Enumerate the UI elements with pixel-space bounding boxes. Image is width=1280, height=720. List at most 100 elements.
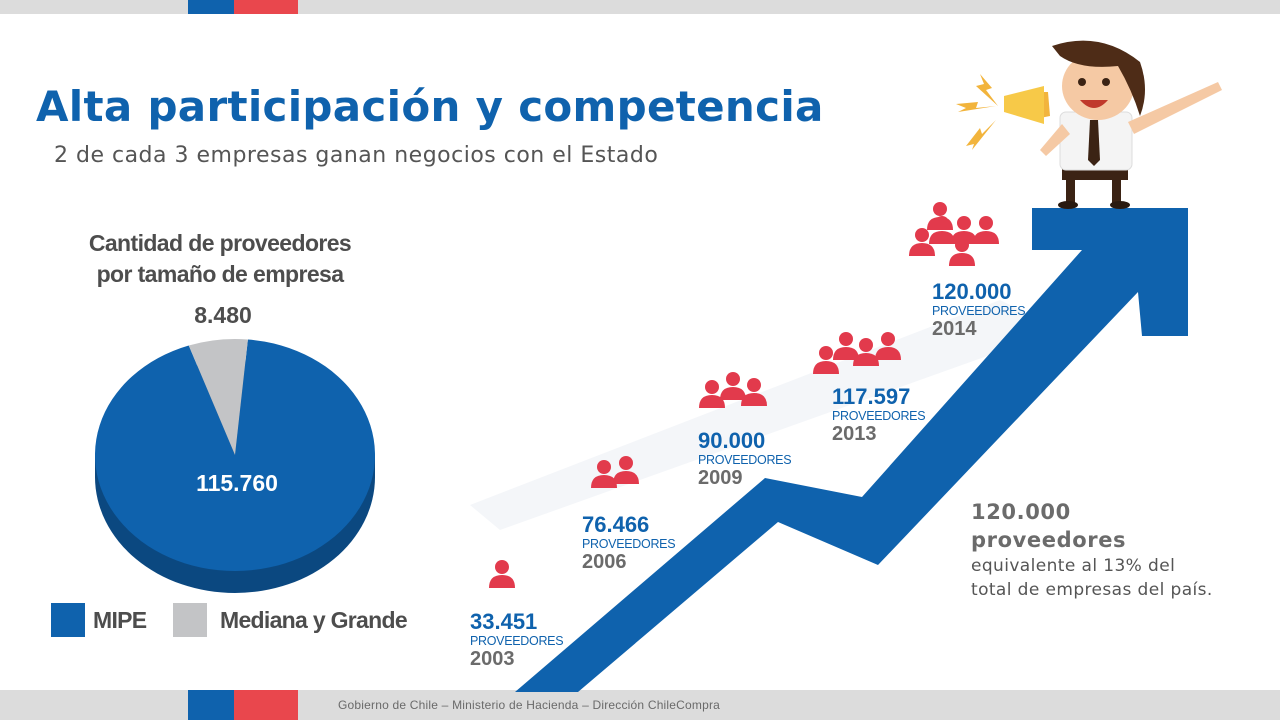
people-icon-2006-2 [613, 456, 639, 484]
value-label-2003: 33.451 [470, 609, 537, 634]
man-arm-holding [1040, 124, 1070, 156]
side-note: 120.000 proveedores equivalente al 13% d… [971, 498, 1221, 602]
person-body [741, 393, 767, 406]
flag-stripe-red-bottom [234, 690, 298, 720]
pie-chart-title: Cantidad de proveedores por tamaño de em… [40, 228, 400, 290]
lightning-icon-1 [976, 74, 998, 106]
legend-label-mediana-grande: Mediana y Grande [220, 607, 408, 633]
people-icon-2013-2 [833, 332, 859, 360]
pie-chart-title-line-2: por tamaño de empresa [96, 261, 344, 287]
year-label-2006: 2006 [582, 551, 627, 573]
people-icon-2014-6 [927, 202, 953, 230]
person-body [699, 395, 725, 408]
year-label-2003: 2003 [470, 648, 515, 670]
person-head [839, 332, 853, 346]
man-shoe-left [1058, 201, 1078, 209]
person-body [489, 575, 515, 588]
pie-legend: MIPE Mediana y Grande [51, 603, 451, 637]
person-body [591, 475, 617, 488]
man-leg-right [1112, 168, 1121, 206]
unit-label-2003: PROVEEDORES [470, 634, 563, 648]
person-head [859, 338, 873, 352]
people-icon-2009-2 [720, 372, 746, 400]
pie-label-mediana-grande: 8.480 [194, 302, 252, 328]
megaphone-icon [1004, 86, 1044, 124]
man-leg-left [1066, 168, 1075, 206]
person-head [597, 460, 611, 474]
person-body [833, 347, 859, 360]
man-eye-right [1102, 78, 1110, 86]
person-body [927, 217, 953, 230]
arrow-reflection [470, 300, 1060, 530]
year-label-2014: 2014 [932, 318, 977, 340]
person-head [955, 238, 969, 252]
page-subtitle: 2 de cada 3 empresas ganan negocios con … [54, 143, 659, 168]
unit-label-2014: PROVEEDORES [932, 304, 1025, 318]
page-title: Alta participación y competencia [36, 82, 824, 131]
person-body [909, 243, 935, 256]
person-head [747, 378, 761, 392]
lightning-icon-2 [956, 102, 996, 112]
person-body [613, 471, 639, 484]
person-body [929, 231, 955, 244]
people-icon-2006-1 [591, 460, 617, 488]
legend-label-mipe: MIPE [93, 607, 147, 633]
side-note-text: equivalente al 13% del total de empresas… [971, 556, 1213, 600]
people-icon-2013-1 [813, 346, 839, 374]
person-head [881, 332, 895, 346]
pie-slice-mediana-grande [188, 339, 248, 455]
man-face [1062, 52, 1134, 120]
people-icon-2013-3 [853, 338, 879, 366]
unit-label-2009: PROVEEDORES [698, 453, 791, 467]
value-label-2006: 76.466 [582, 512, 649, 537]
man-tie [1088, 120, 1100, 166]
person-head [619, 456, 633, 470]
pie-slice-mipe [94, 339, 375, 571]
person-body [875, 347, 901, 360]
footer-text: Gobierno de Chile – Ministerio de Hacien… [338, 698, 721, 712]
value-label-2013: 117.597 [832, 384, 910, 409]
pie-chart: 115.760 8.480 [94, 302, 375, 593]
person-body [813, 361, 839, 374]
people-icon-2013-4 [875, 332, 901, 360]
people-icon-2014-5 [949, 238, 975, 266]
legend-swatch-mipe [51, 603, 85, 637]
people-icon-2014-4 [973, 216, 999, 244]
man-arm-raised [1128, 82, 1222, 134]
person-head [933, 202, 947, 216]
people-icon-2009-1 [699, 380, 725, 408]
top-bar [0, 0, 1280, 14]
person-body [853, 353, 879, 366]
person-head [819, 346, 833, 360]
pie-chart-title-line-1: Cantidad de proveedores [88, 230, 352, 256]
man-shoe-right [1110, 201, 1130, 209]
person-head [495, 560, 509, 574]
lightning-icon-3 [966, 120, 996, 150]
people-icon-2003-1 [489, 560, 515, 588]
value-label-2009: 90.000 [698, 428, 765, 453]
person-head [726, 372, 740, 386]
person-body [973, 231, 999, 244]
megaphone-man-illustration [956, 40, 1222, 209]
value-label-2014: 120.000 [932, 279, 1012, 304]
unit-label-2006: PROVEEDORES [582, 537, 675, 551]
people-icon-2009-3 [741, 378, 767, 406]
person-head [957, 216, 971, 230]
unit-label-2013: PROVEEDORES [832, 409, 925, 423]
growth-arrow [515, 208, 1188, 692]
person-body [949, 253, 975, 266]
person-head [979, 216, 993, 230]
person-head [705, 380, 719, 394]
person-body [720, 387, 746, 400]
man-eye-left [1078, 78, 1086, 86]
flag-stripe-blue-top [188, 0, 234, 14]
side-note-highlight: 120.000 proveedores [971, 500, 1127, 552]
flag-stripe-blue-bottom [188, 690, 234, 720]
man-hair [1052, 40, 1145, 116]
legend-swatch-mediana-grande [173, 603, 207, 637]
year-label-2013: 2013 [832, 423, 877, 445]
year-label-2009: 2009 [698, 467, 743, 489]
person-head [915, 228, 929, 242]
man-mouth [1080, 100, 1108, 108]
